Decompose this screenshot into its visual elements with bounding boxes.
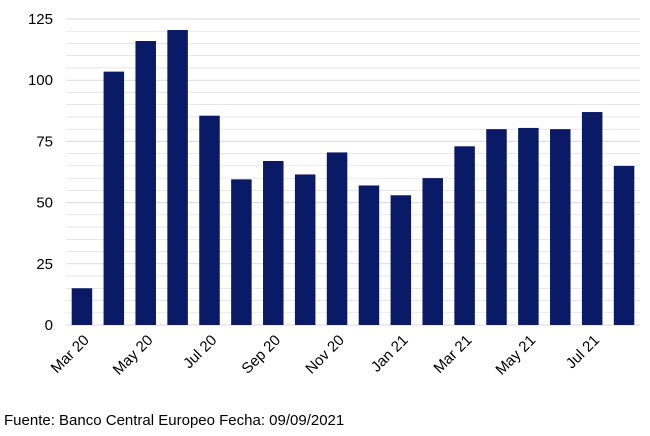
x-tick-label: Mar 20	[48, 332, 93, 377]
x-tick-label: Jul 21	[563, 332, 603, 372]
bar	[390, 195, 412, 325]
source-note: Fuente: Banco Central Europeo Fecha: 09/…	[4, 412, 345, 429]
bar	[326, 152, 348, 325]
y-tick-label: 100	[28, 72, 53, 89]
y-tick-label: 0	[45, 317, 53, 334]
x-tick-label: Jan 21	[368, 332, 412, 376]
x-tick-label: Nov 20	[302, 332, 348, 378]
bars	[71, 30, 635, 326]
y-tick-label: 75	[36, 133, 53, 150]
bar	[199, 115, 220, 325]
bar	[71, 288, 93, 325]
y-axis: 0 25 50 75 100 125	[28, 11, 53, 334]
bar	[135, 41, 156, 325]
bar	[613, 165, 635, 325]
x-axis: Mar 20 May 20 Jul 20 Sep 20 Nov 20 Jan 21 Mar …	[48, 332, 603, 379]
y-tick-label: 125	[28, 11, 53, 28]
bar-chart: 0 25 50 75 100 125 Mar 20 May 20 Jul 20 Sep 20 No…	[28, 11, 640, 379]
x-tick-label: Mar 21	[430, 332, 475, 377]
bar	[581, 112, 603, 325]
bar	[103, 71, 125, 325]
y-tick-label: 50	[36, 195, 53, 212]
bar	[167, 30, 188, 326]
bar	[422, 178, 443, 325]
x-tick-label: Sep 20	[238, 332, 284, 378]
bar	[550, 129, 571, 325]
bar	[294, 174, 316, 325]
x-tick-label: May 21	[492, 332, 539, 379]
x-tick-label: May 20	[110, 332, 157, 379]
bar	[231, 179, 252, 325]
bar	[358, 185, 380, 325]
gridlines	[66, 18, 640, 326]
bar	[454, 146, 475, 325]
y-tick-label: 25	[36, 256, 53, 273]
bar	[518, 127, 539, 325]
bar	[486, 129, 507, 325]
bar	[263, 160, 284, 325]
x-tick-label: Jul 20	[180, 332, 220, 372]
